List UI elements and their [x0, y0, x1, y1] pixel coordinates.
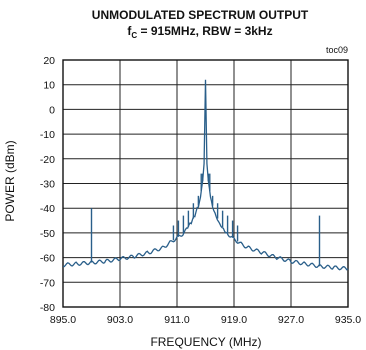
- y-tick-label: -50: [40, 228, 55, 240]
- plot-border: [62, 59, 349, 308]
- x-tick-label: 911.0: [164, 314, 190, 326]
- plot-frame: [62, 59, 349, 308]
- x-tick-labels: 895.0 903.0 911.0 919.0 927.0 935.0: [50, 314, 361, 326]
- y-tick-label: -70: [40, 277, 55, 289]
- figure-tag: toc09: [326, 45, 348, 55]
- chart-title: UNMODULATED SPECTRUM OUTPUT: [92, 8, 309, 22]
- y-tick-label: -40: [40, 203, 55, 215]
- x-tick-label: 903.0: [107, 314, 133, 326]
- y-tick-label: -10: [40, 129, 55, 141]
- y-tick-label: -80: [40, 302, 55, 314]
- x-tick-label: 919.0: [221, 314, 247, 326]
- x-tick-label: 935.0: [335, 314, 361, 326]
- spectrum-trace: [62, 79, 349, 271]
- y-tick-label: 10: [43, 80, 55, 92]
- y-tick-label: -60: [40, 253, 55, 265]
- y-tick-label: 0: [49, 104, 55, 116]
- x-tick-label: 895.0: [50, 314, 76, 326]
- x-tick-label: 927.0: [278, 314, 304, 326]
- series-group: [62, 79, 349, 271]
- y-tick-labels: 20 10 0 -10 -20 -30 -40 -50 -60 -70 -80: [40, 55, 55, 314]
- chart-subtitle: fC = 915MHz, RBW = 3kHz: [127, 24, 272, 40]
- y-tick-label: -30: [40, 179, 55, 191]
- y-axis-label: POWER (dBm): [3, 140, 17, 221]
- x-axis-label: FREQUENCY (MHz): [150, 335, 261, 349]
- y-tick-label: -20: [40, 154, 55, 166]
- y-tick-label: 20: [43, 55, 55, 67]
